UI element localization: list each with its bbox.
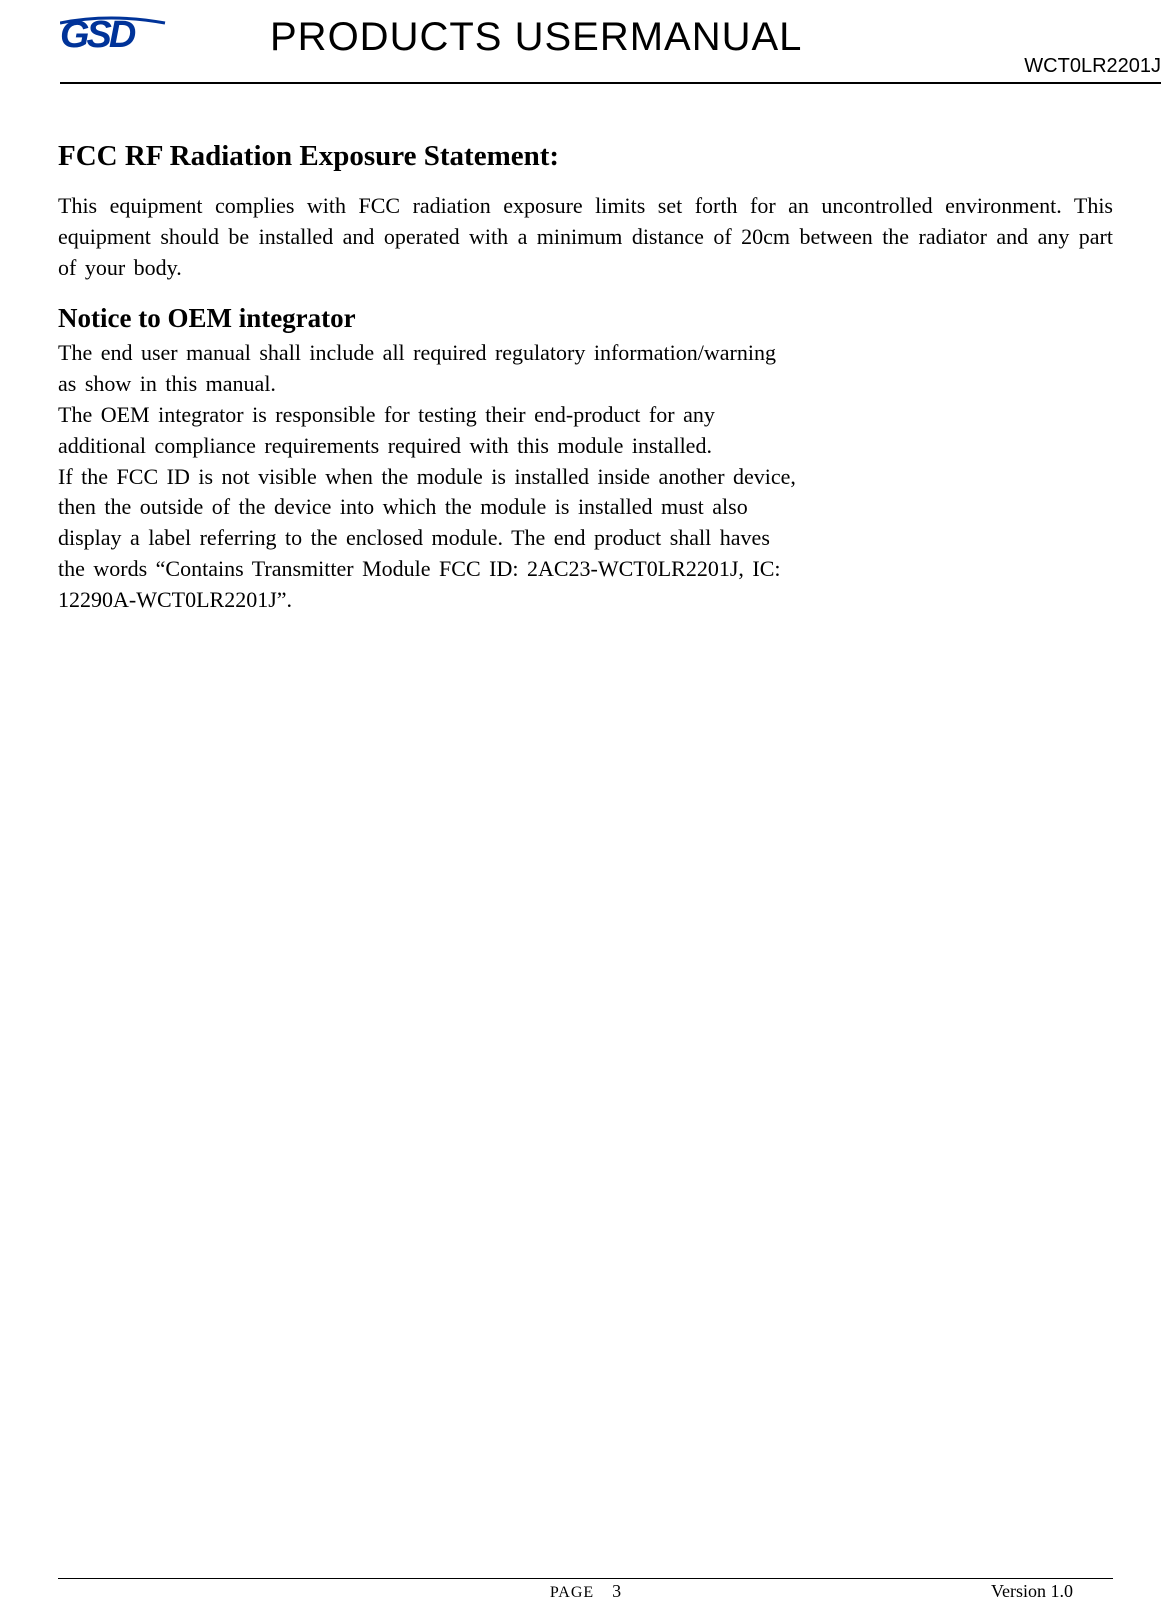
section-body-oem: The end user manual shall include all re… xyxy=(58,338,1113,615)
oem-line: The OEM integrator is responsible for te… xyxy=(58,400,1113,431)
oem-line: then the outside of the device into whic… xyxy=(58,492,1113,523)
section-title-fcc: FCC RF Radiation Exposure Statement: xyxy=(58,140,1113,173)
oem-line: the words “Contains Transmitter Module F… xyxy=(58,554,1113,585)
section-title-oem: Notice to OEM integrator xyxy=(58,303,1113,334)
oem-line: additional compliance requirements requi… xyxy=(58,431,1113,462)
version: Version 1.0 xyxy=(991,1581,1073,1602)
header-title: PRODUCTS USERMANUAL xyxy=(270,15,802,60)
header: GSD PRODUCTS USERMANUAL WCT0LR2201J xyxy=(0,0,1161,80)
oem-line: The end user manual shall include all re… xyxy=(58,338,1113,369)
oem-line: display a label referring to the enclose… xyxy=(58,523,1113,554)
oem-line: If the FCC ID is not visible when the mo… xyxy=(58,462,1113,493)
page-label: PAGE xyxy=(550,1584,594,1601)
logo: GSD xyxy=(60,15,160,55)
oem-line: as show in this manual. xyxy=(58,369,1113,400)
footer-divider xyxy=(58,1578,1113,1579)
header-divider xyxy=(60,82,1161,84)
section-body-fcc: This equipment complies with FCC radiati… xyxy=(58,191,1113,283)
page-number: PAGE 3 xyxy=(550,1581,621,1602)
page-num: 3 xyxy=(612,1581,621,1601)
content: FCC RF Radiation Exposure Statement: Thi… xyxy=(0,80,1161,616)
oem-line: 12290A-WCT0LR2201J”. xyxy=(58,585,1113,616)
model-number: WCT0LR2201J xyxy=(1024,55,1161,78)
footer: PAGE 3 Version 1.0 xyxy=(58,1578,1113,1591)
